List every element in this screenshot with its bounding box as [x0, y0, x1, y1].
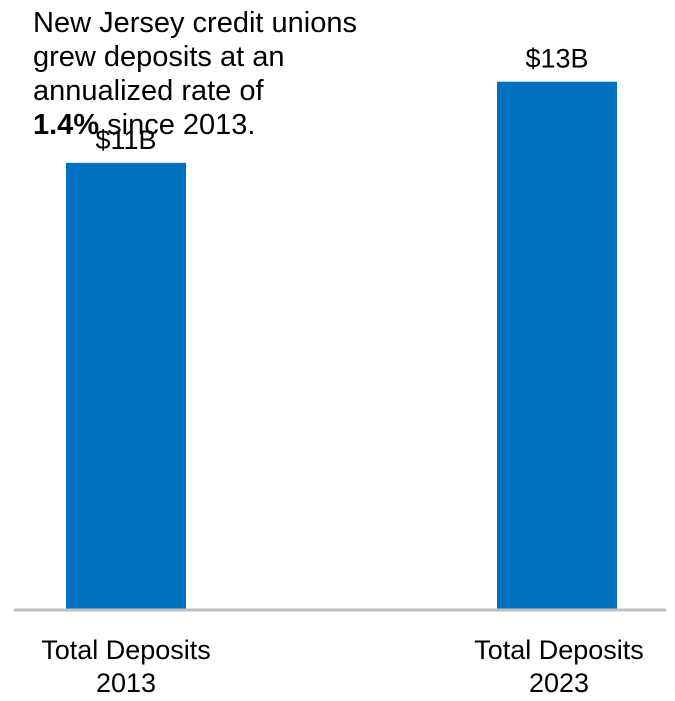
annotation-line-4-rest: since 2013.	[99, 109, 256, 141]
bar-value-label-0: $11B	[95, 125, 156, 155]
bar-1	[497, 81, 617, 609]
chart-annotation: New Jersey credit unions grew deposits a…	[33, 6, 413, 142]
annotation-line-2: grew deposits at an	[33, 41, 285, 73]
x-tick-label-2023: Total Deposits 2023	[446, 634, 672, 700]
x-tick-label-2013-line-1: Total Deposits	[41, 635, 211, 665]
x-tick-label-2013: Total Deposits 2013	[16, 634, 236, 700]
bar-value-label-1: $13B	[525, 44, 588, 74]
x-tick-label-2023-line-2: 2023	[528, 668, 590, 698]
annotation-line-3: annualized rate of	[33, 75, 264, 107]
x-tick-label-2013-line-2: 2013	[95, 668, 157, 698]
x-tick-label-2023-line-1: Total Deposits	[474, 635, 644, 665]
annotation-line-4: 1.4% since 2013.	[33, 108, 413, 142]
annualized-rate-value: 1.4%	[33, 109, 100, 141]
annotation-line-1: New Jersey credit unions	[33, 7, 357, 39]
bar-0	[66, 162, 186, 609]
